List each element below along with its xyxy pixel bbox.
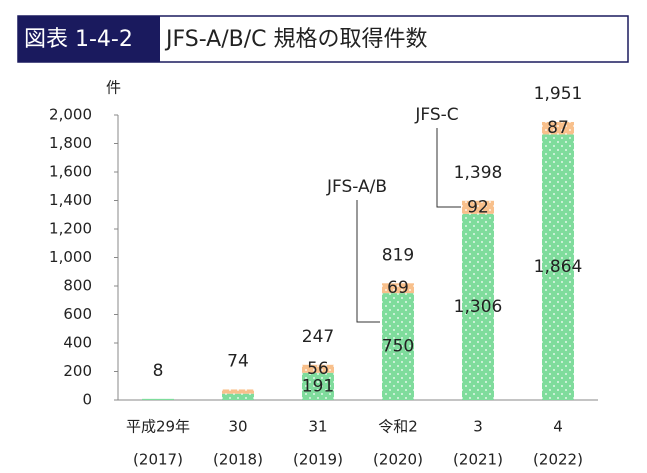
title-tag-box [18,16,160,62]
annotation-line [356,200,380,323]
annotation-line [436,128,461,208]
x-tick-sublabel: (2021) [453,451,503,469]
chart-title: JFS-A/B/C 規格の取得件数 [164,27,428,52]
bar-pattern [542,121,574,135]
annotation: JFS-C [414,105,458,125]
total-label: 1,951 [534,84,583,104]
bar-pattern [542,134,574,400]
bar-pattern [382,283,414,294]
x-tick-label: 30 [228,418,247,436]
y-tick-label: 600 [63,305,92,323]
x-tick-label: 4 [553,418,563,436]
bar-pattern [462,213,494,400]
annotations: JFS-A/B JFS-C [326,105,461,323]
y-axis-label: 件 [106,79,121,97]
bar-pattern [302,372,334,400]
annotation: JFS-A/B [326,177,387,197]
value-label: 87 [547,118,569,138]
total-label: 74 [227,351,249,371]
total-label: 247 [302,327,334,347]
x-tick-sublabel: (2020) [373,451,423,469]
bar-pattern [302,364,334,373]
value-label: 750 [382,337,414,357]
total-label: 8 [153,361,164,381]
value-label: 56 [307,359,329,379]
y-tick-label: 1,400 [49,191,92,209]
y-tick-label: 1,600 [49,163,92,181]
x-tick-label: 3 [473,418,483,436]
bar-pattern [142,398,174,400]
y-tick-label: 200 [63,362,92,380]
bar-pattern [222,389,254,394]
title-tag: 図表 1-4-2 [24,27,133,52]
x-tick-sublabel: (2017) [133,451,183,469]
y-tick-label: 2,000 [49,106,92,124]
x-tick-sublabel: (2018) [213,451,263,469]
y-tick-label: 800 [63,277,92,295]
value-label: 1,864 [534,257,583,277]
x-tick-sublabel: (2019) [293,451,343,469]
value-label: 1,306 [454,297,503,317]
total-label: 819 [382,245,414,265]
y-tick-label: 0 [82,391,92,409]
bar-pattern [382,293,414,400]
value-label: 69 [387,278,409,298]
value-label: 92 [467,197,489,217]
y-tick-label: 400 [63,334,92,352]
total-label: 1,398 [454,163,503,183]
y-tick-label: 1,800 [49,134,92,152]
x-tick-sublabel: (2022) [533,451,583,469]
y-tick-label: 1,200 [49,220,92,238]
x-tick-label: 令和2 [378,418,418,436]
bar-pattern [462,200,494,214]
y-tick-label: 1,000 [49,248,92,266]
value-label: 191 [302,376,334,396]
bar-pattern [222,393,254,400]
x-tick-label: 平成29年 [126,418,190,436]
x-tick-label: 31 [308,418,327,436]
